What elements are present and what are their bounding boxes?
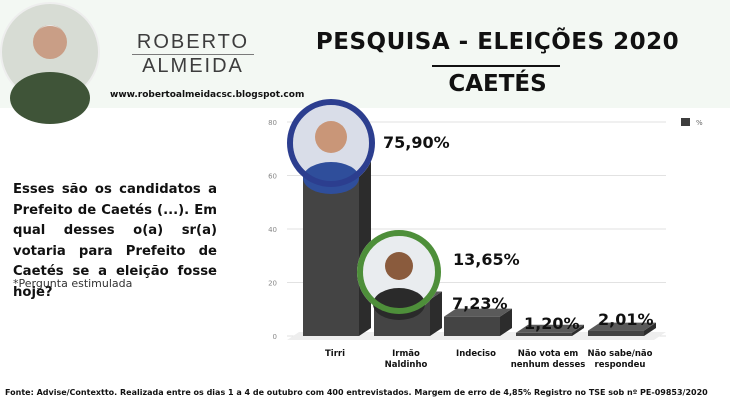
y-tick-label: 60 [268,173,277,181]
bar [588,330,644,336]
bar-top [516,324,584,333]
x-tick-label: Tirri [325,349,345,359]
bar-side [644,322,656,336]
bar-top [588,322,656,331]
data-label: 75,90% [383,133,450,152]
bar-side [500,308,512,336]
bar [516,332,572,336]
bar-side [430,291,442,336]
bar-top [444,308,512,317]
candidate-face [315,121,347,153]
legend-label: % [696,119,703,127]
y-tick-label: 80 [268,119,277,127]
brand-divider [132,54,254,55]
page-title: PESQUISA - ELEIÇÕES 2020 [315,29,680,55]
brand-name: ROBERTO ALMEIDA [118,30,268,78]
legend-swatch [681,118,690,126]
data-label: 13,65% [453,250,520,269]
x-tick-label: Não vota em [518,349,579,359]
brand-line-2: ALMEIDA [142,55,244,77]
blog-url: www.robertoalmeidacsc.blogspot.com [110,90,305,100]
candidate-photo-ring [287,99,375,187]
candidate-photo-ring [357,230,441,314]
x-tick-label: Irmão [392,349,420,359]
x-tick-label: Indeciso [456,349,496,359]
y-tick-label: 0 [273,333,277,341]
bar [444,316,500,336]
data-label: 1,20% [524,314,580,333]
data-label: 2,01% [598,310,654,329]
page-subtitle: CAETÉS [448,71,547,97]
candidate-suit [373,288,425,320]
x-tick-label: Não sabe/não [587,349,652,359]
x-tick-label: respondeu [595,360,646,370]
candidate-face [385,252,413,280]
header-banner [0,0,730,108]
bar-side [572,324,584,336]
question-note: *Pergunta estimulada [13,277,133,290]
source-footer: Fonte: Advise/Contextto. Realizada entre… [5,388,708,397]
data-label: 7,23% [452,294,508,313]
question-text: Esses são os candidatos a Prefeito de Ca… [13,182,217,300]
candidate-shirt [303,162,359,194]
y-tick-label: 40 [268,226,277,234]
x-tick-label: nenhum desses [511,360,586,370]
y-tick-label: 20 [268,280,277,288]
author-photo [0,2,100,124]
title-divider [432,65,560,67]
x-tick-label: Naldinho [385,360,428,370]
brand-line-1: ROBERTO [136,31,250,53]
